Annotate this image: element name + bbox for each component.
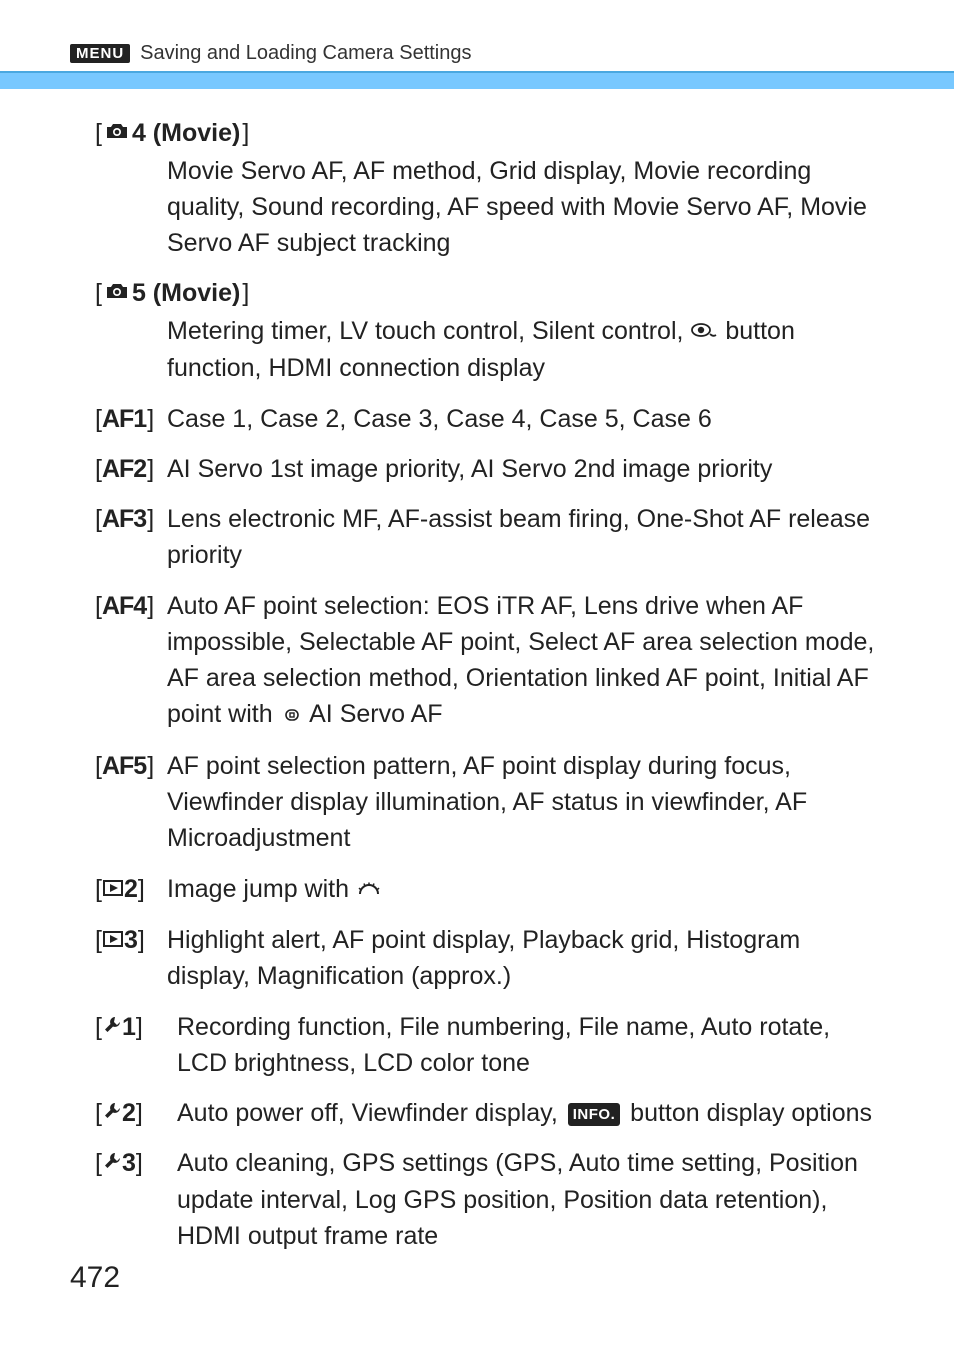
af-label: AF — [102, 455, 133, 483]
key-num: 5 — [133, 752, 147, 780]
entry-desc: Lens electronic MF, AF-assist beam firin… — [167, 501, 884, 574]
entry-af5: [AF5] AF point selection pattern, AF poi… — [95, 748, 884, 857]
key-num: 2 — [122, 1095, 136, 1131]
entry-key: [AF4] — [95, 588, 167, 624]
entry-af4: [AF4] Auto AF point selection: EOS iTR A… — [95, 588, 884, 734]
entry-key: [1] — [95, 1009, 177, 1045]
entry-desc: Movie Servo AF, AF method, Grid display,… — [95, 153, 884, 262]
desc-post: AI Servo AF — [304, 700, 443, 728]
key-num: 2 — [133, 455, 147, 483]
page-number: 472 — [70, 1261, 120, 1295]
entry-desc: Auto power off, Viewfinder display, INFO… — [177, 1095, 884, 1131]
key-num: 3 — [124, 922, 138, 958]
key-num: 3 — [133, 505, 147, 533]
play-icon — [102, 922, 124, 958]
entry-key: [2] — [95, 871, 167, 907]
entry-play3: [3] Highlight alert, AF point display, P… — [95, 922, 884, 995]
entry-desc: Recording function, File numbering, File… — [177, 1009, 884, 1082]
af-label: AF — [102, 405, 133, 433]
entry-wrench3: [3] Auto cleaning, GPS settings (GPS, Au… — [95, 1145, 884, 1254]
play-icon — [102, 871, 124, 907]
menu-icon: MENU — [70, 44, 130, 63]
af-label: AF — [102, 592, 133, 620]
entry-af1: [AF1] Case 1, Case 2, Case 3, Case 4, Ca… — [95, 401, 884, 437]
entry-desc: Image jump with — [167, 871, 884, 909]
af-zone-icon — [280, 698, 304, 734]
camera-icon — [104, 115, 130, 153]
entry-key: [AF2] — [95, 451, 167, 487]
desc-pre: Metering timer, LV touch control, Silent… — [167, 317, 690, 345]
af-label: AF — [102, 505, 133, 533]
entry-desc: AI Servo 1st image priority, AI Servo 2n… — [167, 451, 884, 487]
entry-wrench2: [2] Auto power off, Viewfinder display, … — [95, 1095, 884, 1131]
key-num: 3 — [122, 1145, 136, 1181]
desc-pre: Auto AF point selection: EOS iTR AF, Len… — [167, 592, 874, 729]
entry-key: [ 5 (Movie) ] — [95, 275, 884, 313]
desc-pre: Auto power off, Viewfinder display, — [177, 1099, 565, 1127]
entry-key: [ 4 (Movie) ] — [95, 115, 884, 153]
entry-key: [AF1] — [95, 401, 167, 437]
accent-bar — [0, 71, 954, 89]
entry-desc: AF point selection pattern, AF point dis… — [167, 748, 884, 857]
wrench-icon — [102, 1009, 122, 1045]
entry-key: [AF5] — [95, 748, 167, 784]
af-label: AF — [102, 752, 133, 780]
entry-desc: Auto cleaning, GPS settings (GPS, Auto t… — [177, 1145, 884, 1254]
entry-desc: Highlight alert, AF point display, Playb… — [167, 922, 884, 995]
desc-post: button display options — [623, 1099, 872, 1127]
key-num: 2 — [124, 871, 138, 907]
key-text: 5 (Movie) — [132, 275, 240, 313]
wrench-icon — [102, 1095, 122, 1131]
content-body: [ 4 (Movie) ] Movie Servo AF, AF method,… — [70, 115, 884, 1254]
entry-key: [3] — [95, 922, 167, 958]
key-text: 4 (Movie) — [132, 115, 240, 153]
desc-pre: Image jump with — [167, 875, 356, 903]
entry-af3: [AF3] Lens electronic MF, AF-assist beam… — [95, 501, 884, 574]
entry-camera5-movie: [ 5 (Movie) ] Metering timer, LV touch c… — [95, 275, 884, 386]
entry-desc: Metering timer, LV touch control, Silent… — [95, 313, 884, 387]
entry-key: [AF3] — [95, 501, 167, 537]
camera-icon — [104, 275, 130, 313]
entry-af2: [AF2] AI Servo 1st image priority, AI Se… — [95, 451, 884, 487]
page-header: MENU Saving and Loading Camera Settings — [70, 42, 884, 65]
wrench-icon — [102, 1145, 122, 1181]
entry-key: [2] — [95, 1095, 177, 1131]
entry-desc: Auto AF point selection: EOS iTR AF, Len… — [167, 588, 884, 734]
entry-play2: [2] Image jump with — [95, 871, 884, 909]
entry-key: [3] — [95, 1145, 177, 1181]
key-num: 4 — [133, 592, 147, 620]
entry-desc: Case 1, Case 2, Case 3, Case 4, Case 5, … — [167, 401, 884, 437]
dial-icon — [356, 872, 382, 908]
info-badge-icon: INFO. — [568, 1103, 621, 1127]
key-num: 1 — [122, 1009, 136, 1045]
eye-button-icon — [690, 314, 718, 350]
key-num: 1 — [133, 405, 147, 433]
entry-wrench1: [1] Recording function, File numbering, … — [95, 1009, 884, 1082]
header-title: Saving and Loading Camera Settings — [140, 42, 471, 65]
entry-camera4-movie: [ 4 (Movie) ] Movie Servo AF, AF method,… — [95, 115, 884, 261]
page: MENU Saving and Loading Camera Settings … — [0, 0, 954, 1345]
